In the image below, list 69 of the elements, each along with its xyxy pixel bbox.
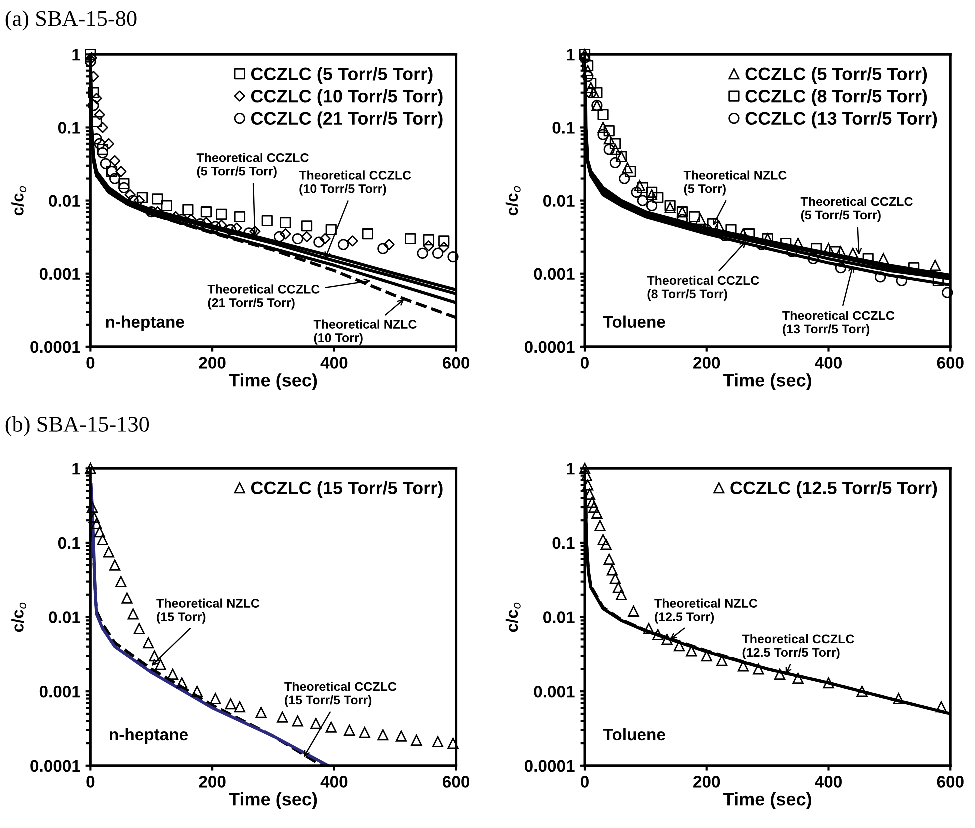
y-tick-label: 1: [72, 463, 80, 475]
chart-title: (a) SBA-15-80: [6, 10, 137, 31]
y-tick-label: 0.001: [40, 686, 80, 698]
y-tick-label: 1: [567, 463, 575, 475]
annotation: Theoretical NZLC (12.5 Torr): [654, 598, 758, 624]
annotation: Theoretical CCZLC (13 Torr/5 Torr): [782, 310, 895, 336]
x-tick-label: 200: [694, 776, 720, 788]
annotation: Theoretical CCZLC (8 Torr/5 Torr): [647, 276, 760, 302]
y-tick-label: 0.001: [534, 686, 575, 698]
legend-label: CCZLC (8 Torr/5 Torr): [746, 90, 928, 106]
x-tick-label: 400: [320, 357, 348, 369]
x-tick-label: 600: [937, 776, 964, 788]
annotation: Theoretical CCZLC (10 Torr/5 Torr): [299, 170, 412, 196]
x-axis-title: Time (sec): [229, 792, 318, 810]
y-tick-label: 0.01: [544, 195, 575, 207]
annotation: Toluene: [603, 728, 666, 741]
x-tick-label: 600: [937, 357, 964, 369]
x-tick-label: 0: [86, 776, 95, 788]
legend-label: CCZLC (13 Torr/5 Torr): [746, 112, 938, 129]
x-tick-label: 600: [443, 357, 470, 369]
x-tick-label: 400: [815, 357, 842, 369]
y-tick-label: 0.1: [552, 122, 575, 134]
x-tick-label: 0: [86, 357, 95, 369]
y-tick-label: 0.01: [49, 612, 80, 624]
x-tick-label: 600: [443, 776, 470, 788]
annotation: Theoretical CCZLC (15 Torr/5 Torr): [284, 682, 397, 708]
x-tick-label: 0: [581, 357, 589, 369]
x-axis-title: Time (sec): [229, 374, 318, 390]
y-tick-label: 1: [567, 49, 575, 61]
y-tick-label: 0.0001: [524, 760, 575, 772]
legend-label: CCZLC (10 Torr/5 Torr): [251, 90, 443, 106]
x-tick-label: 400: [320, 776, 348, 788]
x-tick-label: 0: [581, 776, 589, 788]
y-tick-label: 0.01: [49, 195, 80, 207]
annotation: n-heptane: [106, 316, 184, 332]
x-tick-label: 200: [199, 357, 226, 369]
x-tick-label: 400: [815, 776, 842, 788]
legend-label: CCZLC (12.5 Torr/5 Torr): [730, 481, 938, 498]
annotation: Theoretical CCZLC (21 Torr/5 Torr): [208, 284, 320, 310]
legend-label: CCZLC (21 Torr/5 Torr): [251, 112, 443, 129]
annotation: n-heptane: [110, 728, 188, 744]
y-axis-title: c/c$_{o}$: [12, 186, 27, 216]
legend-label: CCZLC (5 Torr/5 Torr): [251, 67, 433, 84]
y-tick-label: 1: [72, 49, 80, 61]
x-tick-label: 200: [694, 357, 720, 369]
x-axis-title: Time (sec): [724, 792, 812, 810]
x-axis-title: Time (sec): [724, 374, 812, 390]
y-tick-label: 0.0001: [524, 341, 575, 354]
annotation: Theoretical CCZLC (12.5 Torr/5 Torr): [742, 634, 854, 660]
x-tick-label: 200: [199, 776, 226, 788]
y-tick-label: 0.01: [544, 612, 575, 624]
legend-label: CCZLC (15 Torr/5 Torr): [251, 481, 443, 498]
annotation: Toluene: [603, 316, 666, 328]
annotation: Theoretical NZLC (10 Torr): [314, 320, 417, 345]
annotation: Theoretical NZLC (15 Torr): [156, 598, 260, 624]
legend-label: CCZLC (5 Torr/5 Torr): [746, 67, 928, 84]
annotation: Theoretical CCZLC (5 Torr/5 Torr): [800, 197, 913, 222]
annotation: Theoretical NZLC (5 Torr): [684, 170, 787, 196]
y-axis-title: c/c$_{o}$: [506, 186, 521, 216]
y-tick-label: 0.001: [40, 268, 80, 280]
y-tick-label: 0.0001: [30, 341, 80, 354]
y-tick-label: 0.0001: [30, 760, 80, 772]
y-tick-label: 0.1: [58, 537, 80, 550]
y-tick-label: 0.1: [58, 122, 80, 134]
y-axis-title: c/c$_{o}$: [506, 602, 521, 632]
y-tick-label: 0.001: [534, 268, 575, 280]
y-tick-label: 0.1: [552, 537, 575, 550]
chart-title: (b) SBA-15-130: [6, 416, 150, 436]
y-axis-title: c/c$_{o}$: [12, 602, 27, 632]
